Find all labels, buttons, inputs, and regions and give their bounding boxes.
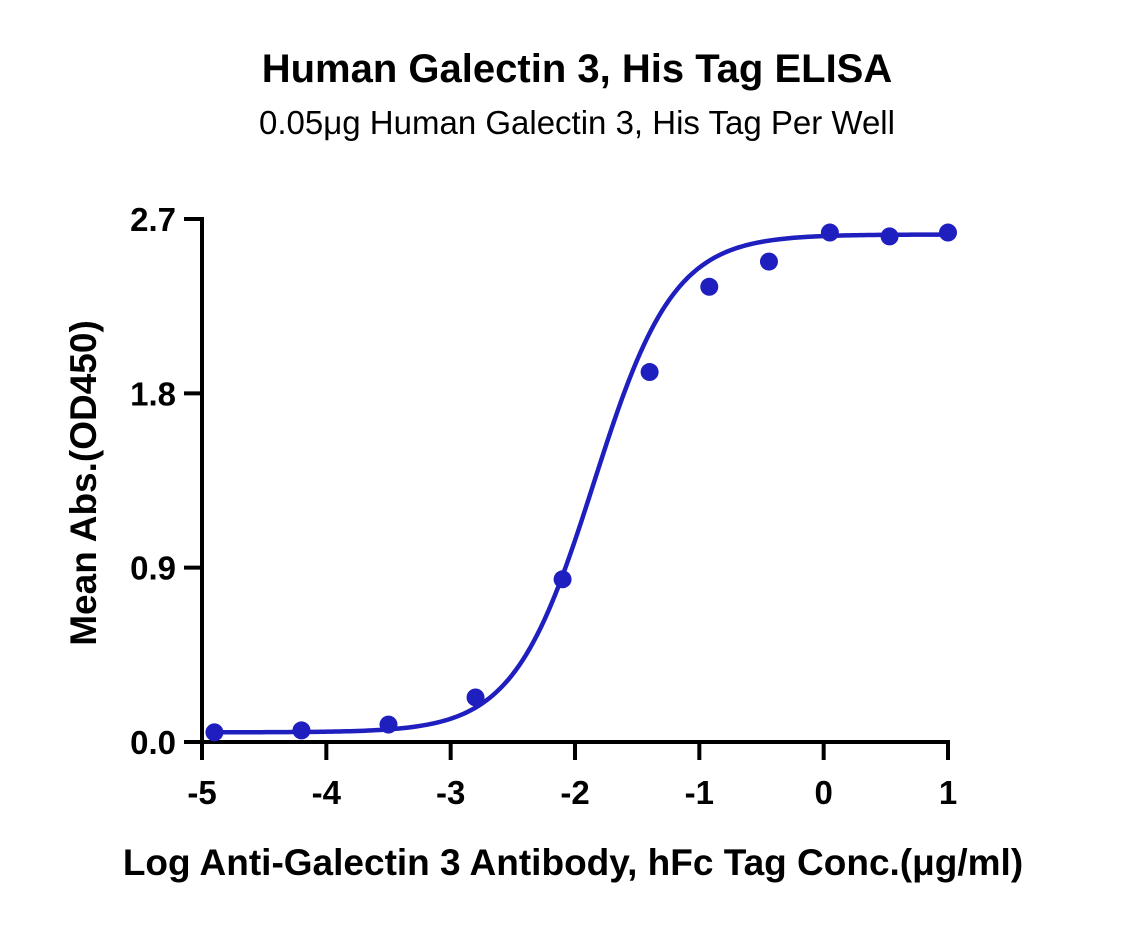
chart-title: Human Galectin 3, His Tag ELISA: [262, 47, 893, 91]
plot-area: [205, 223, 957, 742]
y-axis-label: Mean Abs.(OD450): [63, 320, 104, 646]
data-point: [292, 721, 311, 740]
y-tick-label: 1.8: [130, 375, 176, 412]
x-tick-label: -2: [560, 774, 589, 811]
x-axis: -5 -4 -3 -2 -1 0 1: [187, 740, 957, 811]
x-tick-label: -3: [436, 774, 465, 811]
chart-subtitle: 0.05μg Human Galectin 3, His Tag Per Wel…: [259, 104, 895, 141]
data-point: [379, 715, 398, 734]
x-tick-label: -1: [685, 774, 714, 811]
data-point: [640, 363, 659, 382]
x-tick-label: 0: [814, 774, 832, 811]
fit-curve: [214, 232, 948, 735]
data-point: [205, 723, 224, 742]
data-point: [880, 227, 899, 246]
y-tick-label: 2.7: [130, 201, 176, 238]
data-point: [553, 570, 572, 589]
x-tick-label: 1: [939, 774, 957, 811]
y-tick-label: 0.9: [130, 550, 176, 587]
data-point: [939, 223, 957, 242]
y-tick-label: 0.0: [130, 724, 176, 761]
data-point: [700, 277, 719, 296]
x-axis-label: Log Anti-Galectin 3 Antibody, hFc Tag Co…: [123, 842, 1023, 883]
data-point: [820, 223, 839, 242]
data-point: [759, 252, 778, 271]
y-axis: 0.0 0.9 1.8 2.7: [130, 201, 204, 761]
x-tick-label: -5: [187, 774, 216, 811]
x-tick-label: -4: [312, 774, 342, 811]
data-point: [466, 688, 485, 707]
